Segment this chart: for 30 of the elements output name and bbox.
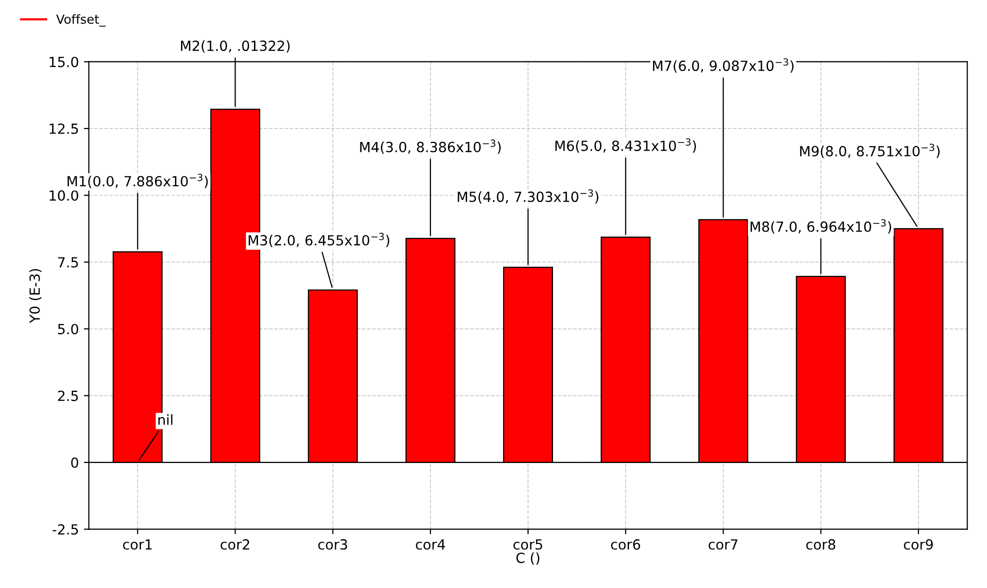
annotation: M3(2.0, 6.455x10$^{−3}$) bbox=[248, 232, 390, 248]
x-tick-label: cor9 bbox=[904, 539, 933, 550]
y-axis-title: Y0 (E-3) bbox=[29, 269, 42, 324]
annotation: M6(5.0, 8.431x10$^{−3}$) bbox=[555, 138, 696, 153]
y-tick-label: -2.5 bbox=[52, 524, 78, 535]
legend-label: Voffset_ bbox=[56, 14, 106, 27]
annotation: M4(3.0, 8.386x10$^{−3}$) bbox=[360, 140, 501, 154]
annotation: nil bbox=[158, 414, 172, 425]
x-tick-label: cor7 bbox=[708, 539, 738, 550]
y-tick-label: 10.0 bbox=[50, 190, 78, 201]
x-tick-label: cor6 bbox=[611, 539, 640, 550]
x-tick-label: cor2 bbox=[220, 539, 250, 550]
y-tick-label: 15.0 bbox=[50, 56, 78, 68]
annotation: M5(4.0, 7.303x10$^{−3}$) bbox=[458, 189, 598, 204]
annotation: M7(6.0, 9.087x10$^{−3}$) bbox=[653, 58, 794, 73]
y-tick-label: 2.5 bbox=[58, 390, 78, 402]
annotation: M1(0.0, 7.886x10$^{−3}$) bbox=[68, 174, 208, 188]
annotation: M2(1.0, .01322) bbox=[181, 40, 290, 53]
y-tick-label: 0 bbox=[71, 457, 78, 468]
x-tick-label: cor4 bbox=[416, 539, 445, 550]
y-tick-label: 5.0 bbox=[58, 324, 78, 334]
y-tick-label: 12.5 bbox=[50, 123, 78, 134]
annotation: M8(7.0, 6.964x10$^{−3}$) bbox=[750, 219, 892, 234]
x-tick-label: cor1 bbox=[123, 539, 152, 550]
annotation: M9(8.0, 8.751x10$^{−3}$) bbox=[800, 144, 940, 158]
x-axis-title: C () bbox=[516, 552, 540, 565]
y-tick-label: 7.5 bbox=[58, 257, 78, 268]
x-tick-label: cor3 bbox=[318, 539, 348, 550]
x-tick-label: cor8 bbox=[806, 539, 836, 550]
x-tick-label: cor5 bbox=[513, 539, 542, 550]
